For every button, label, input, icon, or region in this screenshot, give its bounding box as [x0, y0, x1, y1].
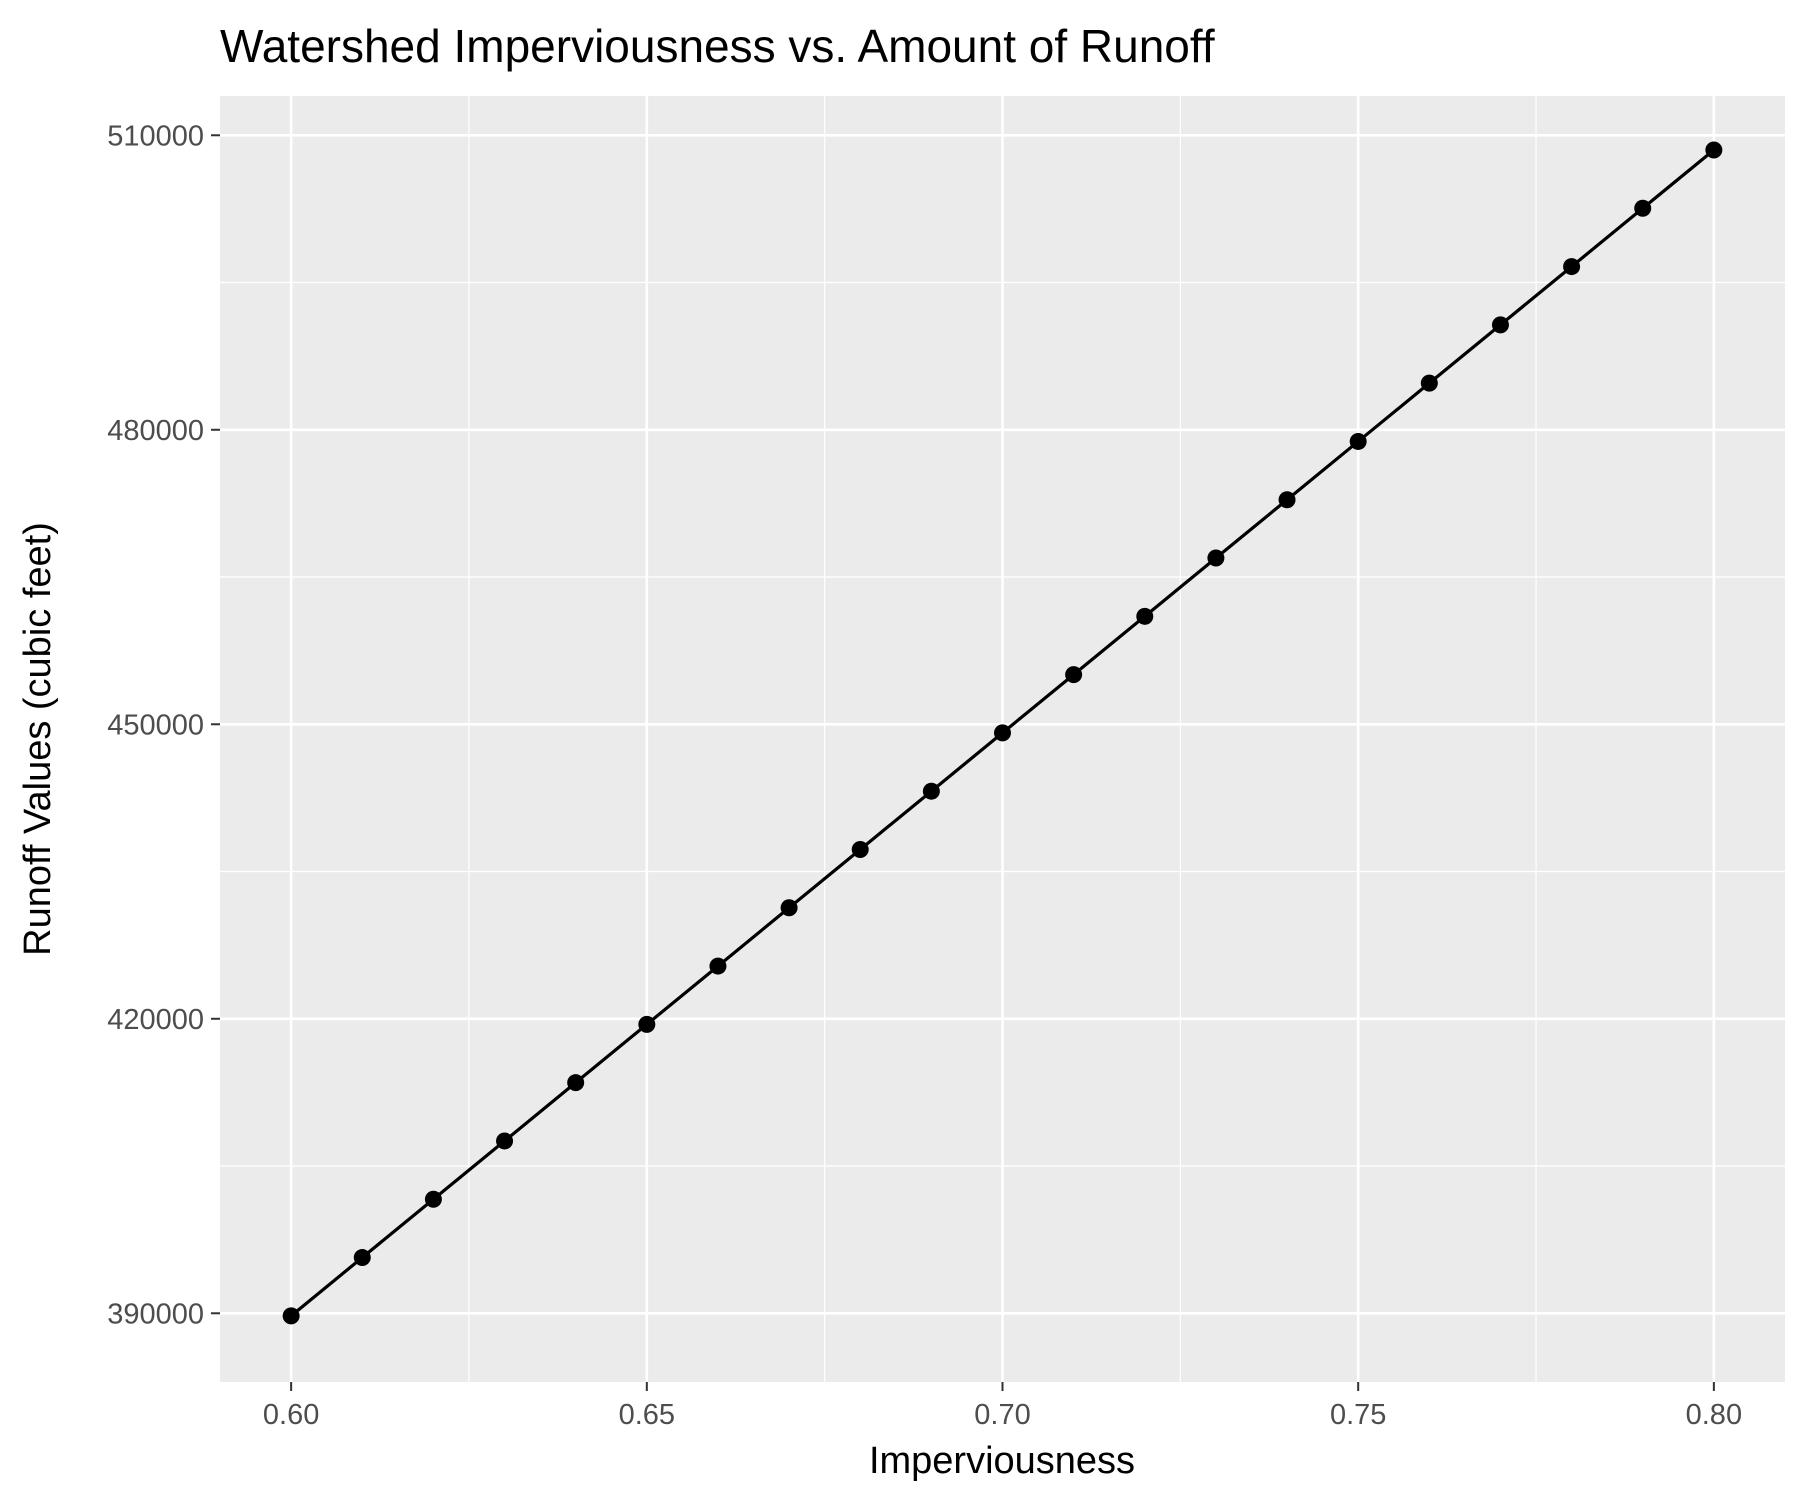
data-point — [1634, 199, 1652, 217]
data-point — [1705, 141, 1723, 159]
y-tick-label: 420000 — [107, 1004, 204, 1036]
data-point — [567, 1074, 585, 1092]
x-tick-label: 0.75 — [1330, 1399, 1386, 1431]
data-point — [1491, 316, 1509, 334]
x-tick-label: 0.80 — [1686, 1399, 1742, 1431]
data-point — [994, 724, 1011, 742]
data-point — [1136, 607, 1154, 625]
data-point — [1278, 491, 1296, 509]
data-series — [282, 141, 1723, 1325]
y-axis: 390000 420000 450000 480000 510000 — [107, 120, 220, 1330]
x-axis: 0.60 0.65 0.70 0.75 0.80 — [263, 1382, 1742, 1431]
x-tick-label: 0.65 — [619, 1399, 675, 1431]
data-point — [638, 1015, 656, 1033]
data-point — [282, 1307, 300, 1325]
y-tick-label: 390000 — [107, 1298, 204, 1330]
chart-title: Watershed Imperviousness vs. Amount of R… — [220, 20, 1215, 72]
data-point — [1207, 549, 1225, 567]
data-point — [353, 1249, 371, 1267]
data-point — [1420, 374, 1438, 392]
data-point — [424, 1190, 442, 1208]
data-point — [1065, 666, 1083, 684]
data-point — [922, 782, 940, 800]
data-point — [1349, 432, 1367, 450]
y-tick-label: 510000 — [107, 120, 204, 152]
data-point — [780, 899, 798, 917]
x-axis-title: Imperviousness — [869, 1440, 1135, 1482]
y-tick-label: 450000 — [107, 709, 204, 741]
x-tick-label: 0.70 — [974, 1399, 1030, 1431]
data-point — [1563, 258, 1581, 276]
y-tick-label: 480000 — [107, 415, 204, 447]
data-point — [496, 1132, 514, 1150]
data-point — [851, 840, 869, 858]
x-tick-label: 0.60 — [263, 1399, 319, 1431]
data-point — [709, 957, 727, 975]
y-axis-title: Runoff Values (cubic feet) — [17, 522, 59, 956]
